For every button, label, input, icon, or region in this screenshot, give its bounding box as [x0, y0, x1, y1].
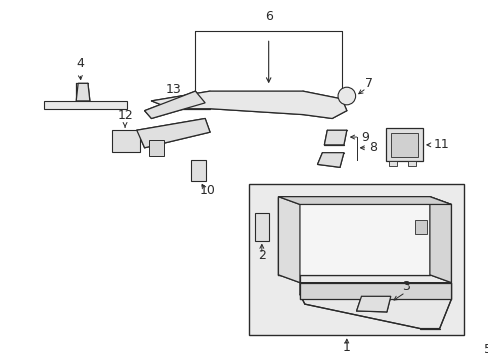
Polygon shape	[429, 197, 450, 283]
Text: 13: 13	[166, 83, 182, 96]
Text: 2: 2	[257, 249, 265, 262]
Polygon shape	[278, 197, 299, 283]
Polygon shape	[317, 153, 343, 167]
Polygon shape	[299, 283, 450, 329]
Bar	[388, 162, 396, 166]
Polygon shape	[299, 283, 450, 299]
Polygon shape	[324, 130, 346, 145]
Bar	[44, 101, 127, 109]
Polygon shape	[76, 83, 90, 101]
Polygon shape	[144, 91, 205, 118]
Text: 12: 12	[117, 109, 133, 122]
Bar	[190, 159, 206, 181]
Text: 4: 4	[76, 57, 84, 70]
Text: 11: 11	[433, 138, 448, 151]
Text: 6: 6	[264, 10, 272, 23]
Text: 8: 8	[368, 141, 377, 154]
Text: 9: 9	[361, 131, 368, 144]
Circle shape	[337, 87, 355, 105]
Bar	[414, 220, 426, 234]
Bar	[254, 213, 268, 240]
Bar	[148, 140, 164, 156]
Polygon shape	[278, 197, 429, 275]
Bar	[407, 162, 415, 166]
Text: 7: 7	[365, 77, 373, 90]
Polygon shape	[278, 197, 450, 204]
Polygon shape	[151, 91, 346, 118]
Polygon shape	[356, 296, 390, 312]
Polygon shape	[137, 118, 210, 148]
Bar	[385, 128, 422, 162]
Circle shape	[479, 307, 488, 325]
Bar	[390, 133, 417, 157]
Polygon shape	[482, 316, 488, 333]
Text: 1: 1	[342, 341, 350, 354]
Text: 3: 3	[402, 280, 409, 293]
Text: 5: 5	[484, 343, 488, 356]
Text: 10: 10	[199, 184, 215, 197]
Bar	[248, 184, 463, 336]
Bar	[112, 130, 140, 152]
